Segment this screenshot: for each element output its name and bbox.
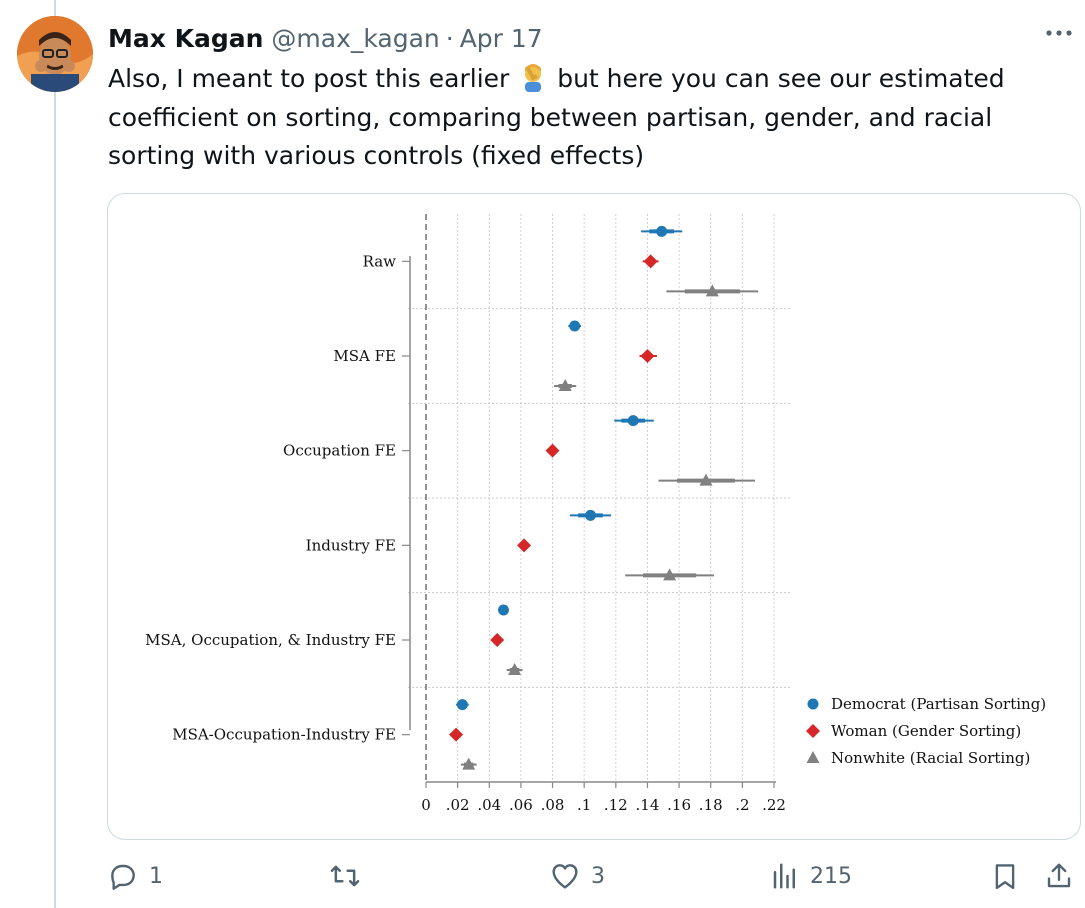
legend-label: Woman (Gender Sorting)	[831, 722, 1021, 740]
separator-dot: ·	[445, 23, 454, 53]
avatar-image	[17, 16, 93, 92]
data-point-diamond	[640, 349, 655, 363]
tweet-actions: 1 3 215	[0, 860, 1085, 904]
x-tick-label: .14	[636, 796, 660, 814]
data-point-circle	[569, 320, 581, 332]
data-point-diamond	[643, 254, 658, 269]
data-point-diamond	[517, 538, 532, 553]
x-tick-label: .06	[509, 796, 533, 814]
tweet-header: Max Kagan @max_kagan · Apr 17	[108, 20, 543, 56]
legend-marker-triangle	[806, 751, 820, 763]
data-point-diamond	[545, 443, 560, 458]
avatar[interactable]	[17, 16, 93, 92]
coefficient-chart: 0 .02 .04 .06 .08 .1 .12 .14 .16 .18 .2 .22 Raw MSA F…	[145, 214, 1046, 814]
like-button[interactable]: 3	[549, 860, 605, 892]
legend-marker-circle	[807, 698, 819, 710]
x-tick-label: .02	[446, 796, 470, 814]
data-point-triangle	[663, 568, 677, 581]
like-count: 3	[591, 863, 605, 889]
data-point-triangle	[699, 473, 713, 486]
data-point-circle	[656, 225, 668, 237]
bookmark-icon	[995, 864, 1015, 890]
retweet-icon	[330, 865, 360, 887]
legend-marker-diamond	[806, 724, 820, 738]
data-point-diamond	[449, 727, 464, 742]
share-icon	[1047, 863, 1071, 888]
thread-line	[54, 0, 56, 908]
tweet-text: Also, I meant to post this earlier but h…	[108, 60, 1078, 176]
facepalm-emoji-icon	[525, 64, 542, 92]
author-name[interactable]: Max Kagan	[108, 23, 264, 53]
x-tick-label: .18	[699, 796, 723, 814]
heart-icon	[552, 864, 578, 889]
views-icon	[773, 863, 795, 889]
x-tick-label: .2	[735, 796, 749, 814]
x-tick-label: .08	[541, 796, 565, 814]
reply-icon	[111, 864, 135, 890]
data-point-triangle	[508, 663, 522, 675]
data-point-triangle	[462, 757, 476, 770]
tweet-text-part-2: but here you can see our estimated coeff…	[108, 64, 1005, 170]
category-label: MSA FE	[333, 347, 396, 365]
data-point-diamond	[490, 633, 505, 647]
tweet-date[interactable]: Apr 17	[459, 23, 543, 53]
x-tick-label: 0	[421, 796, 431, 814]
data-point-circle	[585, 509, 597, 521]
data-point-triangle	[558, 379, 572, 391]
category-label: Occupation FE	[283, 442, 396, 460]
category-label: Raw	[363, 252, 397, 270]
views-button[interactable]: 215	[770, 860, 852, 892]
category-label: Industry FE	[306, 536, 396, 554]
more-options-icon[interactable]	[1044, 18, 1074, 55]
legend-label: Democrat (Partisan Sorting)	[831, 695, 1046, 713]
data-point-triangle	[705, 284, 719, 297]
views-count: 215	[810, 863, 852, 889]
share-button[interactable]	[1044, 860, 1074, 892]
author-handle[interactable]: @max_kagan	[271, 23, 440, 53]
data-point-circle	[498, 604, 510, 616]
tweet-text-part-1: Also, I meant to post this earlier	[108, 64, 518, 93]
retweet-button[interactable]	[328, 860, 372, 892]
data-point-circle	[627, 415, 639, 427]
reply-button[interactable]: 1	[107, 860, 163, 892]
data-point-circle	[456, 699, 468, 711]
tweet-media-chart[interactable]: 0 .02 .04 .06 .08 .1 .12 .14 .16 .18 .2 .22 Raw MSA F…	[107, 193, 1081, 840]
x-tick-label: .12	[604, 796, 628, 814]
x-tick-label: .1	[577, 796, 591, 814]
x-tick-label: .22	[762, 796, 786, 814]
legend-label: Nonwhite (Racial Sorting)	[831, 749, 1030, 767]
category-label: MSA-Occupation-Industry FE	[172, 726, 396, 744]
category-label: MSA, Occupation, & Industry FE	[145, 631, 396, 649]
reply-count: 1	[149, 863, 163, 889]
x-tick-label: .04	[477, 796, 501, 814]
bookmark-button[interactable]	[990, 860, 1020, 892]
x-tick-label: .16	[667, 796, 691, 814]
